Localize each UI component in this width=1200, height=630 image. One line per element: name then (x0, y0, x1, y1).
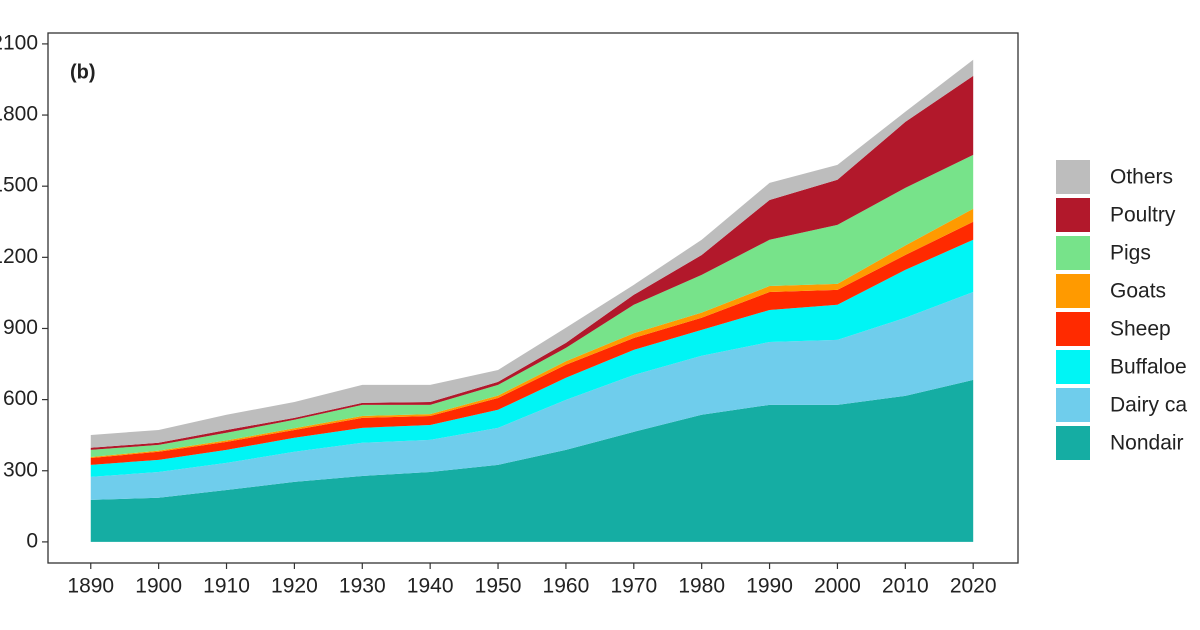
legend-label: Pigs (1110, 242, 1151, 265)
area (90, 379, 974, 542)
x-tick-label: 1890 (67, 575, 114, 598)
legend-label: Poultry (1110, 204, 1176, 227)
x-tick-label: 1970 (610, 575, 657, 598)
y-tick-label: 1200 (0, 245, 38, 268)
plot-frame (47, 32, 1019, 564)
legend-label: Buffaloe (1110, 356, 1187, 379)
legend-label: Dairy ca (1110, 394, 1187, 417)
legend-swatch (1056, 274, 1090, 308)
x-tick-label: 1910 (203, 575, 250, 598)
x-tick-label: 1900 (135, 575, 182, 598)
y-tick-label: 1800 (0, 103, 38, 126)
y-tick-label: 0 (26, 529, 38, 552)
legend-label: Others (1110, 166, 1173, 189)
y-tick-label: 2100 (0, 31, 38, 54)
legend-swatch (1056, 350, 1090, 384)
legend-swatch (1056, 312, 1090, 346)
x-tick-label: 1940 (407, 575, 454, 598)
legend-swatch (1056, 388, 1090, 422)
legend-swatch (1056, 160, 1090, 194)
y-tick-label: 600 (3, 387, 38, 410)
y-tick-label: 300 (3, 458, 38, 481)
x-tick-label: 2010 (882, 575, 929, 598)
x-tick-label: 1920 (271, 575, 318, 598)
legend-label: Goats (1110, 280, 1166, 303)
x-tick-label: 1980 (678, 575, 725, 598)
x-tick-label: 1990 (746, 575, 793, 598)
y-tick-label: 1500 (0, 174, 38, 197)
legend-swatch (1056, 426, 1090, 460)
panel-label: (b) (70, 61, 96, 83)
y-tick-label: 900 (3, 316, 38, 339)
x-tick-label: 1930 (339, 575, 386, 598)
legend-swatch (1056, 236, 1090, 270)
x-tick-label: 2000 (814, 575, 861, 598)
legend-label: Nondair (1110, 432, 1184, 455)
legend-label: Sheep (1110, 318, 1171, 341)
area (90, 291, 974, 500)
x-tick-label: 1950 (475, 575, 522, 598)
legend-swatch (1056, 198, 1090, 232)
x-tick-label: 1960 (543, 575, 590, 598)
plot-areas (90, 59, 974, 542)
x-tick-label: 2020 (950, 575, 997, 598)
